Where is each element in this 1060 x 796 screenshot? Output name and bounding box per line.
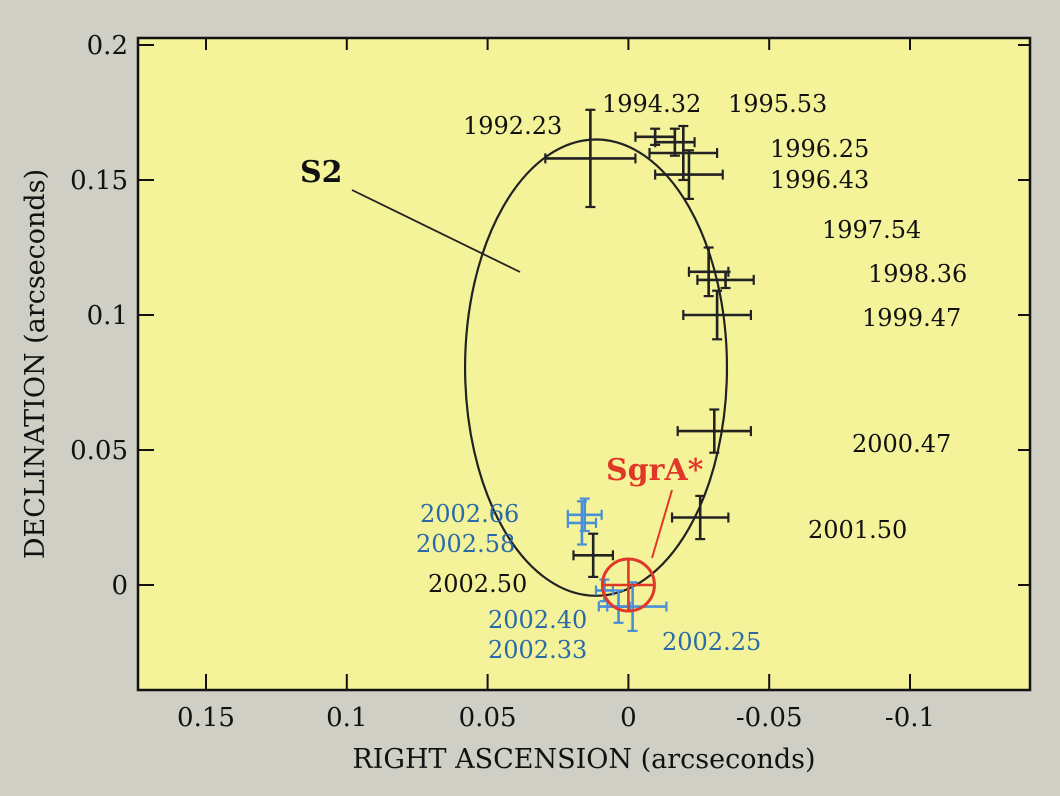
date-label: 1996.25 <box>770 135 869 163</box>
data-point <box>682 289 752 341</box>
x-tick-label: 0.15 <box>177 703 235 733</box>
date-label: 1996.43 <box>770 166 869 194</box>
y-axis-title: DECLINATION (arcseconds) <box>20 169 51 559</box>
sgra-marker <box>600 557 656 613</box>
data-point <box>696 270 755 290</box>
date-label: 2002.40 <box>488 606 587 634</box>
date-label: 1999.47 <box>862 304 961 332</box>
date-label: 1994.32 <box>602 90 701 118</box>
data-points <box>544 108 755 633</box>
data-point <box>544 108 637 209</box>
y-tick-label: 0.1 <box>87 301 128 331</box>
date-label: 2000.47 <box>852 430 951 458</box>
s2-orbit-ellipse <box>463 138 729 597</box>
data-point <box>654 127 696 157</box>
plot-area <box>136 36 1032 692</box>
data-point <box>572 532 615 579</box>
data-point <box>676 408 752 454</box>
date-label: 2002.25 <box>662 628 761 656</box>
data-point <box>597 581 668 633</box>
y-tick-label: 0.2 <box>87 31 128 61</box>
point-labels: 1992.23 1994.32 1995.53 1996.25 1996.43 1997.… <box>416 90 967 664</box>
date-label: 2002.58 <box>416 530 515 558</box>
date-label: 1992.23 <box>463 112 562 140</box>
y-tick-label: 0.05 <box>70 436 128 466</box>
date-label: 2001.50 <box>808 516 907 544</box>
data-point <box>566 500 598 546</box>
x-axis-title: RIGHT ASCENSION (arcseconds) <box>352 744 815 775</box>
orbit-layer <box>463 138 729 597</box>
date-label: 2002.66 <box>420 500 519 528</box>
date-label: 2002.50 <box>428 570 527 598</box>
s2-label: S2 <box>300 155 343 190</box>
data-point <box>648 124 719 182</box>
x-tick-label: -0.05 <box>736 703 803 733</box>
date-label: 1998.36 <box>868 260 967 288</box>
sgra-label: SgrA* <box>606 453 704 488</box>
data-point <box>670 494 730 541</box>
date-label: 2002.33 <box>488 636 587 664</box>
x-tick-label: 0.1 <box>326 703 367 733</box>
date-label: 1995.53 <box>728 90 827 118</box>
y-tick-label: 0.15 <box>70 166 128 196</box>
s2-pointer-line <box>351 189 521 273</box>
x-tick-label: 0 <box>620 703 637 733</box>
data-point <box>654 149 724 200</box>
axis-ticks: 0.15 0.1 0.05 0 -0.05 -0.1 0 0.05 0.1 0.15 0.2 <box>70 31 1030 733</box>
data-point <box>566 497 603 533</box>
y-tick-label: 0 <box>111 571 128 601</box>
x-tick-label: 0.05 <box>459 703 517 733</box>
sgra-pointer-line <box>651 489 673 559</box>
x-tick-label: -0.1 <box>885 703 935 733</box>
date-label: 1997.54 <box>822 216 921 244</box>
